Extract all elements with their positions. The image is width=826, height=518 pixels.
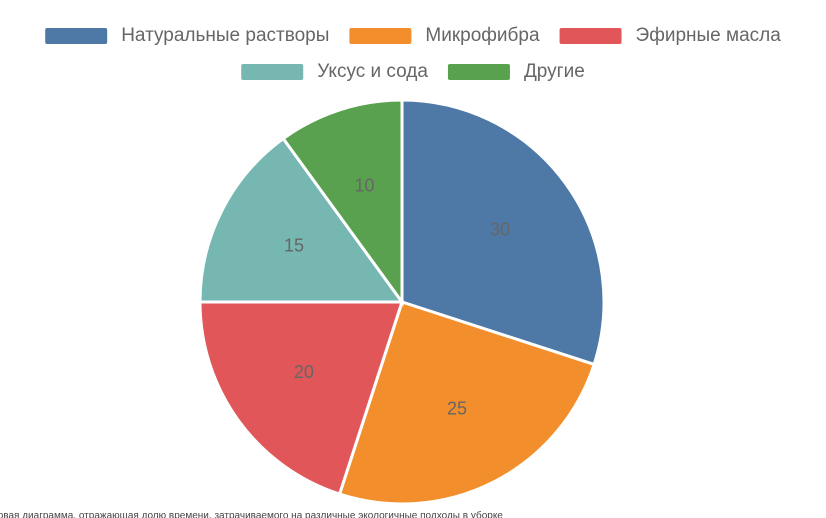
slice-label: 20 <box>294 362 314 382</box>
legend-item: Эфирные масла <box>559 25 782 46</box>
legend-item: Микрофибра <box>349 25 540 46</box>
legend-item: Уксус и сода <box>241 61 428 82</box>
slice-label: 15 <box>284 236 304 256</box>
pie-slice <box>198 300 405 497</box>
legend-swatch <box>559 28 622 44</box>
legend-item: Натуральные растворы <box>45 25 329 46</box>
pie-slice <box>337 300 597 506</box>
legend-label: Микрофибра <box>425 25 540 46</box>
legend-item: Другие <box>447 61 585 82</box>
legend-label: Уксус и сода <box>317 61 428 82</box>
pie-slice <box>281 98 404 307</box>
caption: Круговая диаграмма, отражающая долю врем… <box>0 510 503 518</box>
pie-slice <box>400 98 606 367</box>
slice-label: 30 <box>490 220 510 240</box>
legend-swatch <box>447 64 510 80</box>
legend-label: Эфирные масла <box>636 25 782 46</box>
legend-swatch <box>45 28 108 44</box>
pie-slice <box>198 136 405 304</box>
legend-swatch <box>241 64 304 80</box>
legend-label: Другие <box>524 61 585 82</box>
legend-label: Натуральные растворы <box>121 25 329 46</box>
legend-swatch <box>349 28 412 44</box>
slice-label: 25 <box>447 399 467 419</box>
slice-label: 10 <box>355 175 375 195</box>
